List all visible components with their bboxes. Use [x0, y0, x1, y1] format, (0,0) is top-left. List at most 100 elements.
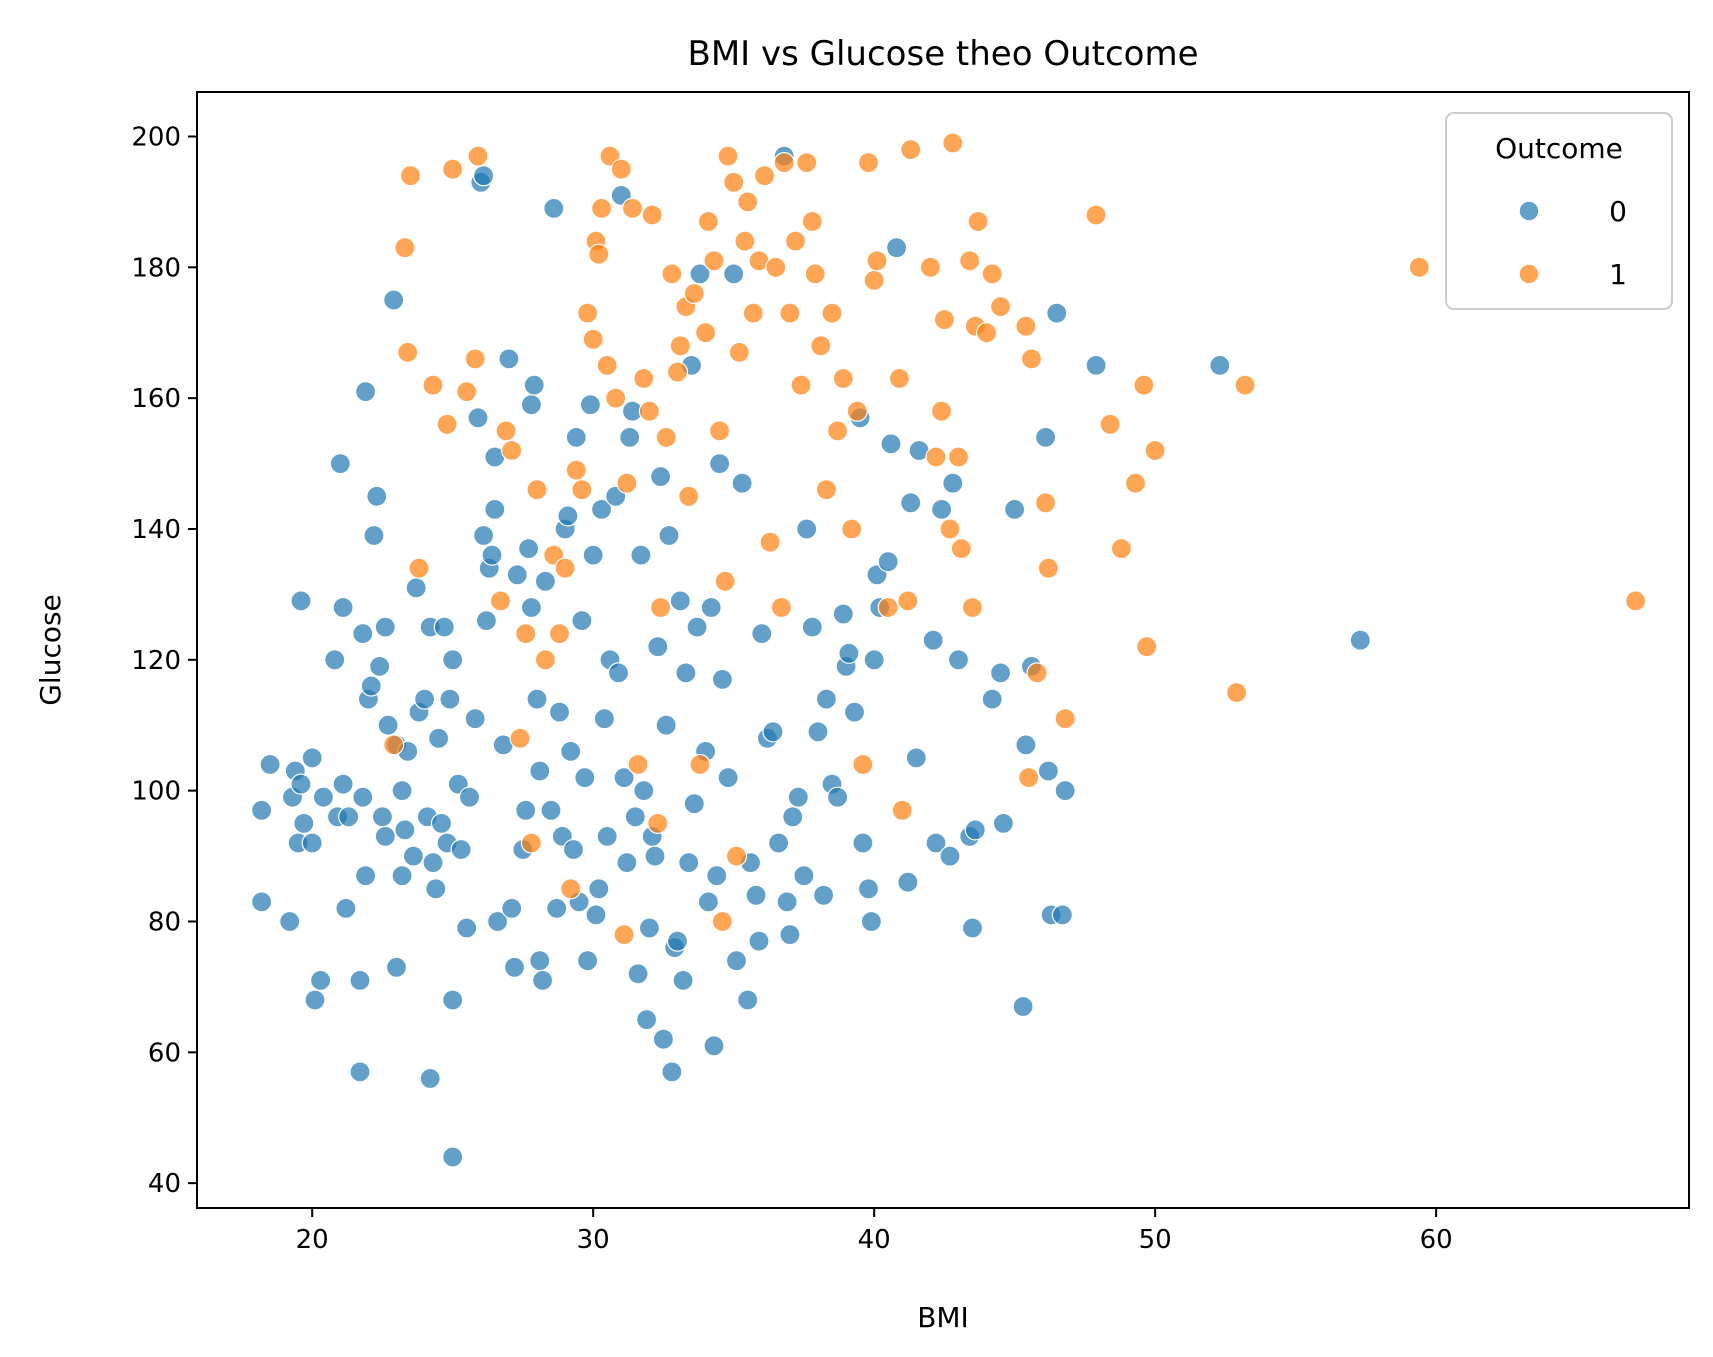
point-outcome-0: [860, 910, 883, 933]
point-outcome-1: [422, 374, 444, 396]
point-outcome-1: [669, 335, 691, 357]
point-outcome-1: [605, 387, 627, 409]
point-outcome-0: [338, 806, 360, 828]
point-outcome-0: [607, 662, 630, 684]
point-outcome-0: [366, 485, 388, 507]
point-outcome-0: [515, 799, 537, 821]
point-outcome-0: [779, 923, 801, 946]
y-axis-ticks: 40 60 80 100 120 140 160 180 200: [131, 122, 197, 1199]
y-tick-label: 160: [131, 384, 181, 414]
y-tick-label: 100: [131, 777, 181, 807]
point-outcome-1: [950, 537, 972, 560]
point-outcome-1: [1018, 766, 1040, 789]
point-outcome-0: [531, 969, 554, 992]
point-outcome-1: [933, 309, 956, 331]
point-outcome-0: [812, 884, 835, 906]
point-outcome-0: [498, 348, 520, 370]
point-outcome-0: [1046, 302, 1068, 324]
point-outcome-0: [520, 596, 543, 619]
point-outcome-0: [807, 721, 829, 743]
point-outcome-0: [324, 649, 346, 671]
point-outcome-0: [526, 688, 548, 710]
point-outcome-0: [796, 518, 818, 540]
point-outcome-0: [458, 786, 481, 808]
point-outcome-0: [442, 649, 464, 671]
point-outcome-0: [624, 806, 646, 828]
point-outcome-0: [596, 825, 618, 848]
point-outcome-0: [1349, 629, 1371, 651]
point-outcome-1: [616, 472, 638, 494]
point-outcome-0: [433, 616, 455, 638]
point-outcome-0: [565, 426, 587, 448]
point-outcome-0: [456, 917, 478, 939]
point-outcome-0: [897, 871, 919, 893]
point-outcome-1: [638, 400, 661, 422]
point-outcome-1: [683, 282, 705, 305]
point-outcome-0: [689, 263, 711, 285]
point-outcome-0: [616, 851, 638, 874]
point-outcome-1: [846, 400, 868, 422]
point-outcome-1: [534, 649, 557, 671]
point-outcome-0: [885, 237, 908, 259]
point-outcome-1: [394, 237, 416, 259]
point-outcome-0: [793, 865, 815, 887]
point-outcome-1: [897, 590, 919, 612]
point-outcome-1: [790, 374, 812, 396]
point-outcome-0: [697, 891, 720, 913]
point-outcome-0: [638, 917, 661, 939]
point-outcome-0: [576, 950, 599, 972]
point-outcome-1: [717, 145, 739, 167]
point-outcome-1: [759, 531, 781, 553]
point-outcome-0: [540, 799, 562, 821]
point-outcome-0: [352, 622, 374, 645]
point-outcome-0: [534, 570, 557, 592]
point-outcome-1: [784, 230, 807, 252]
point-outcome-0: [649, 466, 672, 488]
point-outcome-1: [1234, 374, 1256, 396]
point-outcome-1: [1144, 439, 1166, 462]
point-outcome-0: [450, 838, 472, 861]
point-outcome-0: [703, 1035, 725, 1057]
point-outcome-0: [481, 544, 503, 566]
point-outcome-0: [369, 655, 391, 678]
point-outcome-1: [989, 296, 1012, 318]
point-outcome-1: [1015, 315, 1037, 337]
point-outcome-1: [1085, 204, 1107, 226]
point-outcome-0: [723, 263, 745, 285]
point-outcome-0: [374, 825, 396, 848]
point-outcome-1: [1624, 590, 1647, 612]
point-outcome-0: [439, 688, 461, 710]
point-outcome-0: [582, 544, 604, 566]
point-outcome-0: [942, 472, 964, 494]
point-outcome-1: [947, 446, 970, 468]
point-outcome-0: [635, 1008, 658, 1031]
point-outcome-0: [579, 394, 602, 416]
point-outcome-1: [708, 420, 731, 442]
legend-marker-1: [1518, 263, 1540, 285]
point-outcome-0: [647, 636, 669, 658]
point-outcome-0: [711, 668, 734, 691]
x-tick-label: 20: [296, 1225, 329, 1255]
point-outcome-0: [787, 786, 809, 808]
point-outcome-0: [863, 649, 885, 671]
point-outcome-0: [402, 845, 424, 867]
point-outcome-0: [332, 773, 354, 795]
point-outcome-0: [484, 498, 506, 520]
point-outcome-0: [857, 878, 880, 900]
point-outcome-0: [731, 472, 753, 494]
point-outcome-0: [675, 662, 697, 684]
point-outcome-0: [762, 721, 784, 743]
point-outcome-0: [374, 616, 396, 638]
point-outcome-0: [414, 688, 436, 710]
point-outcome-1: [408, 557, 430, 579]
point-outcome-0: [1054, 779, 1076, 802]
point-outcome-1: [981, 263, 1003, 285]
point-outcome-0: [767, 832, 790, 854]
point-outcome-1: [804, 263, 826, 285]
y-tick-label: 200: [131, 122, 181, 152]
point-outcome-0: [686, 616, 708, 638]
point-outcome-0: [992, 812, 1015, 835]
point-outcome-0: [473, 524, 495, 547]
point-outcome-1: [621, 197, 644, 219]
